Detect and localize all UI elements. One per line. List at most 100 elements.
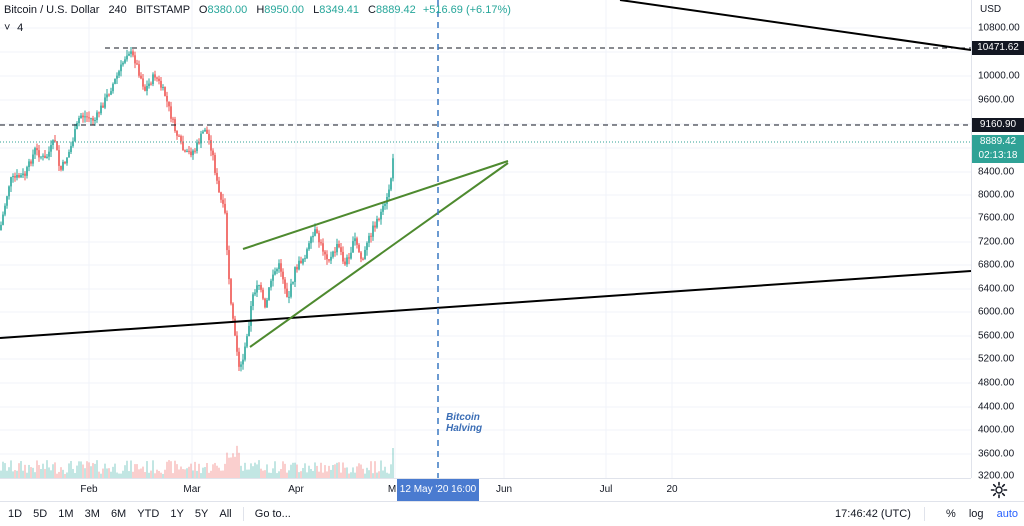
range-all[interactable]: All (219, 508, 232, 520)
chart-pane[interactable]: Bitcoin / U.S. Dollar 240 BITSTAMP O8380… (0, 0, 971, 478)
candle-body (116, 75, 118, 79)
wedge-upper-line[interactable] (242, 160, 509, 250)
wedge-lower-line[interactable] (249, 162, 509, 348)
volume-bar (228, 457, 230, 478)
candle-body (162, 87, 164, 89)
candle-body (80, 115, 82, 119)
long-trendline-descending[interactable] (619, 0, 971, 51)
candle-body (14, 175, 16, 178)
volume-bar (58, 471, 60, 478)
candle-body (228, 250, 230, 280)
candle-body (250, 306, 252, 326)
volume-bar (380, 460, 382, 478)
candle-body (160, 80, 162, 88)
volume-bar (216, 465, 218, 478)
long-trendline-ascending[interactable] (0, 270, 971, 339)
chevron-down-icon[interactable]: ˅ (4, 22, 11, 34)
grid-lines (0, 0, 971, 478)
candle-body (190, 151, 192, 156)
volume-bar (68, 463, 70, 478)
range-1m[interactable]: 1M (58, 508, 74, 520)
candle-body (350, 252, 352, 259)
candle-body (82, 115, 84, 118)
volume-bar (256, 464, 258, 478)
level-tag-mid[interactable]: 9160.90 (972, 118, 1024, 132)
interval-label[interactable]: 240 (108, 4, 127, 16)
auto-scale-toggle[interactable]: auto (996, 508, 1018, 520)
candle-body (194, 150, 196, 152)
candle-body (164, 87, 166, 96)
candle-body (300, 260, 302, 264)
candle-body (188, 150, 190, 152)
candle-body (68, 152, 70, 158)
time-tick: M (387, 484, 397, 495)
volume-bar (280, 469, 282, 478)
candle-body (232, 303, 234, 319)
volume-bar (218, 467, 220, 478)
utc-clock[interactable]: 17:46:42 (UTC) (835, 508, 911, 520)
candle-body (308, 243, 310, 250)
candle-body (378, 218, 380, 220)
candle-body (6, 196, 8, 206)
volume-bar (10, 460, 12, 478)
annotation-line-1: Bitcoin (446, 412, 480, 423)
price-scale[interactable]: USD 10800.00 10000.00 9600.00 8400.00 80… (971, 0, 1024, 482)
range-5y[interactable]: 5Y (194, 508, 209, 520)
candle-body (50, 145, 52, 152)
range-ytd[interactable]: YTD (137, 508, 160, 520)
candle-body (356, 238, 358, 245)
volume-bar (224, 463, 226, 478)
time-scale[interactable]: Feb Mar Apr M Jun Jul 20 12 May '20 16:0… (0, 478, 971, 501)
halving-annotation[interactable]: Bitcoin Halving (446, 412, 482, 434)
level-tag-upper[interactable]: 10471.62 (972, 41, 1024, 55)
candle-body (104, 97, 106, 108)
volume-bar (148, 472, 150, 478)
indicators-toggle[interactable]: ˅ 4 (4, 22, 23, 34)
volume-bar (178, 469, 180, 478)
log-scale-toggle[interactable]: log (968, 508, 984, 520)
candle-body (124, 59, 126, 63)
time-tick: Feb (80, 484, 98, 495)
range-1y[interactable]: 1Y (170, 508, 184, 520)
range-1d[interactable]: 1D (8, 508, 23, 520)
candle-body (18, 175, 20, 178)
candle-body (12, 175, 14, 178)
volume-bar (264, 470, 266, 478)
goto-button[interactable]: Go to... (254, 508, 291, 520)
ohlc-high: H8950.00 (256, 4, 305, 16)
price-tick: 3200.00 (978, 470, 1015, 482)
volume-bar (258, 460, 260, 478)
candle-body (8, 186, 10, 197)
volume-bar (322, 472, 324, 478)
symbol-name[interactable]: Bitcoin / U.S. Dollar (4, 4, 100, 16)
volume-bar (116, 472, 118, 478)
range-3m[interactable]: 3M (84, 508, 100, 520)
candle-body (334, 251, 336, 253)
candle-body (128, 53, 130, 56)
candle-body (272, 274, 274, 281)
volume-bar (60, 467, 62, 478)
candle-body (56, 141, 58, 151)
volume-bar (260, 468, 262, 478)
volume-bar (74, 473, 76, 478)
price-tick: 7600.00 (978, 212, 1015, 224)
volume-bar (146, 461, 148, 478)
volume-bar (0, 470, 2, 478)
volume-bar (114, 463, 116, 478)
volume-bar (84, 468, 86, 478)
volume-bar (62, 469, 64, 478)
candle-body (176, 131, 178, 136)
gear-icon[interactable] (990, 481, 1008, 499)
volume-bars (0, 445, 394, 478)
range-5d[interactable]: 5D (33, 508, 48, 520)
volume-bar (304, 463, 306, 478)
candle-body (338, 243, 340, 248)
volume-bar (222, 470, 224, 478)
candle-body (324, 251, 326, 255)
percent-scale-toggle[interactable]: % (945, 508, 956, 520)
candle-body (374, 225, 376, 228)
price-chart[interactable] (0, 0, 971, 478)
candle-body (178, 135, 180, 137)
range-6m[interactable]: 6M (110, 508, 127, 520)
candle-body (364, 249, 366, 259)
